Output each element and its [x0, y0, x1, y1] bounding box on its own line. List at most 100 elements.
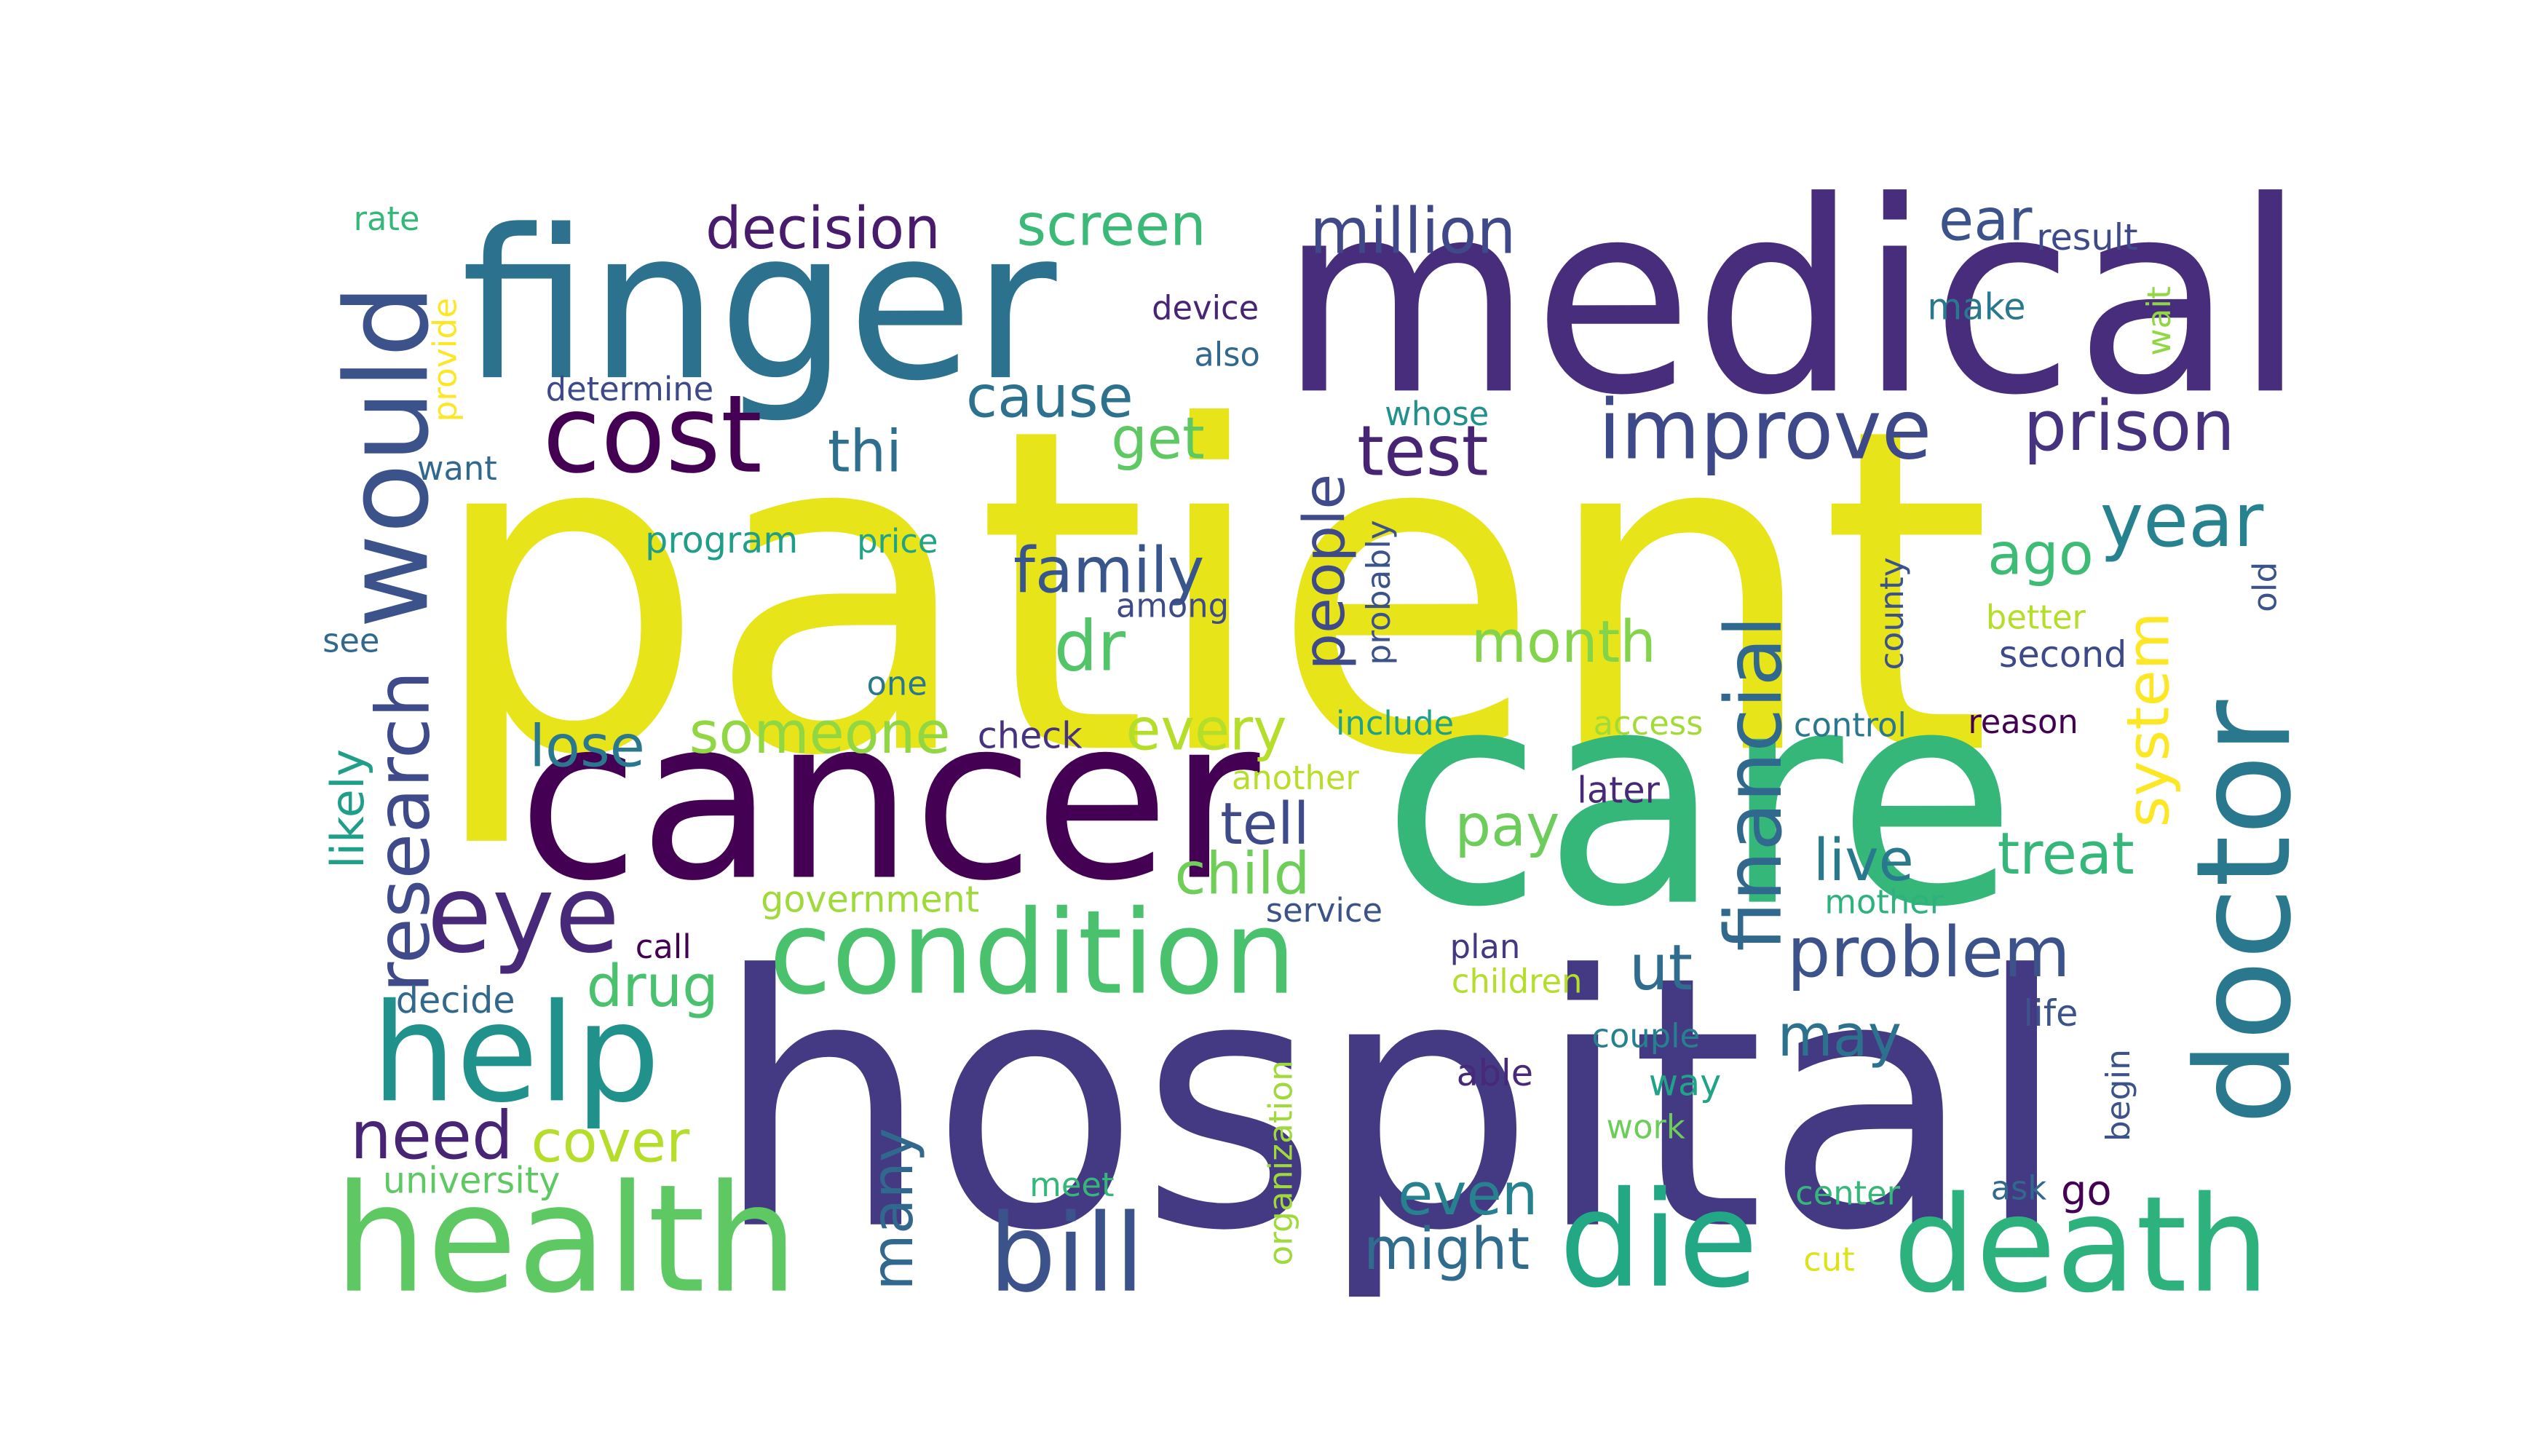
word-die: die [1559, 1163, 1759, 1318]
word-condition: condition [769, 886, 1296, 1021]
word-tell: tell [1220, 791, 1309, 858]
word-would: would [321, 284, 454, 628]
word-cover: cover [531, 1108, 690, 1176]
word-among: among [1116, 586, 1229, 625]
word-care: care [1382, 625, 2017, 973]
word-access: access [1594, 704, 1704, 743]
word-begin: begin [2099, 1049, 2137, 1142]
word-whose: whose [1385, 395, 1489, 433]
word-cancer: cancer [518, 669, 1262, 930]
word-treat: treat [1998, 820, 2134, 887]
word-prison: prison [2023, 387, 2234, 467]
word-screen: screen [1016, 191, 1206, 259]
word-death: death [1893, 1168, 2269, 1322]
word-probably: probably [1359, 520, 1398, 665]
word-price: price [857, 522, 938, 561]
word-pay: pay [1455, 792, 1559, 860]
word-cause: cause [966, 363, 1133, 431]
word-get: get [1111, 405, 1205, 472]
word-rate: rate [354, 199, 420, 238]
word-old: old [2246, 562, 2284, 612]
word-check: check [978, 714, 1083, 756]
word-thi: thi [828, 418, 902, 486]
word-wait: wait [2140, 286, 2178, 355]
word-determine: determine [546, 370, 714, 408]
word-child: child [1174, 840, 1310, 908]
word-county: county [1872, 557, 1911, 670]
word-decide: decide [396, 979, 515, 1021]
word-second: second [1999, 633, 2127, 676]
word-someone: someone [689, 700, 951, 767]
word-family: family [1013, 534, 1204, 608]
word-university: university [383, 1159, 560, 1201]
word-later: later [1577, 769, 1660, 811]
word-year: year [2100, 477, 2264, 563]
word-make: make [1927, 285, 2025, 328]
word-financial: financial [1709, 616, 1800, 951]
word-center: center [1795, 1174, 1900, 1212]
word-dr: dr [1054, 606, 1125, 687]
word-see: see [323, 621, 379, 660]
word-children: children [1452, 962, 1583, 1000]
word-even: even [1398, 1161, 1538, 1229]
word-month: month [1471, 609, 1656, 676]
word-meet: meet [1029, 1166, 1114, 1204]
word-doctor: doctor [2168, 700, 2319, 1125]
word-another: another [1232, 759, 1359, 797]
word-way: way [1649, 1061, 1722, 1104]
word-control: control [1794, 705, 1907, 744]
word-cost: cost [542, 372, 762, 497]
word-research: research [360, 670, 446, 992]
word-lose: lose [529, 713, 645, 780]
word-plan: plan [1450, 927, 1521, 966]
word-eye: eye [427, 852, 620, 977]
word-program: program [645, 519, 798, 561]
word-test: test [1357, 411, 1488, 492]
word-include: include [1336, 704, 1454, 743]
word-work: work [1607, 1107, 1685, 1146]
word-finger: finger [461, 186, 1059, 427]
word-able: able [1457, 1052, 1533, 1094]
word-million: million [1310, 195, 1516, 269]
word-hospital: hospital [713, 901, 2069, 1306]
word-life: life [2023, 992, 2078, 1034]
word-government: government [761, 878, 979, 920]
word-better: better [1986, 598, 2086, 636]
word-likely: likely [320, 749, 373, 869]
word-ear: ear [1939, 186, 2033, 254]
word-go: go [2061, 1167, 2112, 1215]
word-ago: ago [1987, 521, 2094, 588]
word-many: many [860, 1128, 926, 1291]
word-one: one [867, 664, 927, 703]
word-couple: couple [1591, 1016, 1700, 1055]
word-patient: patient [427, 333, 1992, 853]
word-provide: provide [426, 298, 464, 422]
word-medical: medical [1279, 146, 2307, 454]
word-need: need [350, 1097, 513, 1174]
word-result: result [2036, 216, 2137, 258]
word-service: service [1266, 891, 1382, 930]
word-also: also [1194, 335, 1260, 373]
word-system: system [2115, 612, 2183, 828]
word-live: live [1813, 827, 1914, 895]
word-problem: problem [1787, 912, 2070, 993]
word-drug: drug [587, 952, 719, 1020]
word-may: may [1777, 1002, 1902, 1069]
word-mother: mother [1824, 882, 1943, 921]
word-health: health [334, 1152, 799, 1326]
word-want: want [417, 449, 497, 488]
word-organization: organization [1262, 1060, 1300, 1266]
word-ut: ut [1629, 931, 1693, 1005]
word-reason: reason [1968, 702, 2078, 740]
word-help: help [371, 974, 660, 1133]
word-ask: ask [1991, 1168, 2047, 1207]
word-cut: cut [1803, 1240, 1855, 1278]
word-decision: decision [705, 194, 941, 262]
word-improve: improve [1598, 381, 1931, 478]
word-people: people [1291, 474, 1358, 670]
word-device: device [1152, 288, 1259, 327]
word-bill: bill [989, 1191, 1144, 1316]
word-might: might [1364, 1216, 1530, 1283]
word-call: call [636, 927, 692, 966]
